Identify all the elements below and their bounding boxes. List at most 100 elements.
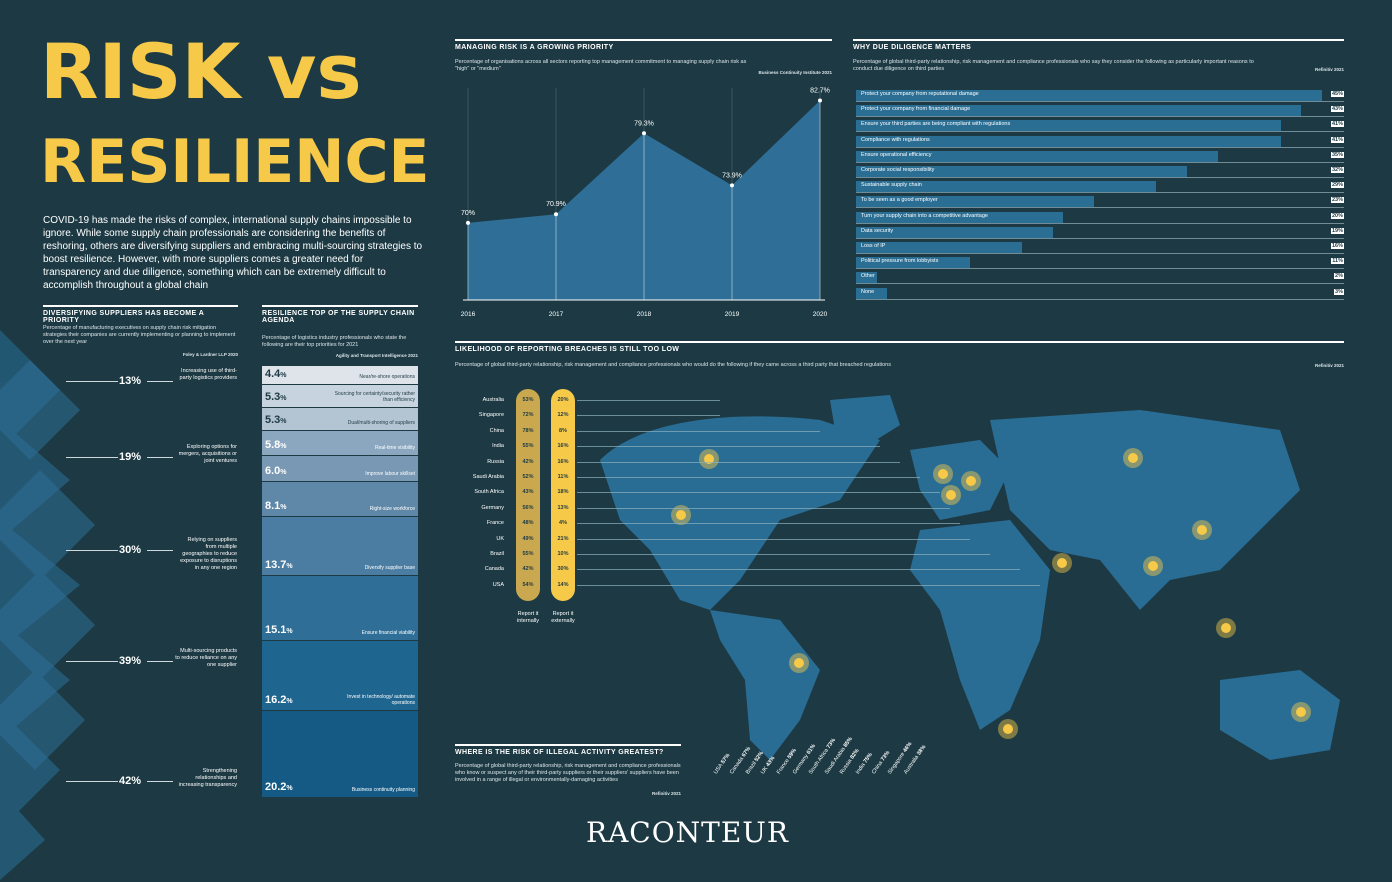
due-value: 20% (1330, 212, 1344, 219)
row-divider (856, 298, 1344, 300)
breach-internal: 55% (522, 443, 534, 450)
breach-external: 20% (557, 397, 569, 403)
row-divider (856, 101, 1344, 102)
managing-source: Business Continuity Institute 2021 (758, 70, 832, 75)
leader-line (577, 400, 720, 401)
resilience-pct: 8.1% (265, 499, 287, 512)
illegal-title: WHERE IS THE RISK OF ILLEGAL ACTIVITY GR… (455, 744, 681, 756)
resilience-label: Real-time visibility (374, 444, 415, 451)
due-row: Corporate social responsibility 32% (856, 165, 1344, 178)
leader-line (577, 446, 880, 448)
internal-pill (516, 389, 540, 601)
resilience-label: Improve labour skillset (365, 470, 415, 477)
row-divider (856, 207, 1344, 209)
resilience-label: Near/re-shore operations (359, 373, 415, 380)
row-divider (856, 268, 1344, 270)
x-tick-label: 2020 (813, 311, 828, 318)
resilience-desc: Percentage of logistics industry profess… (262, 335, 407, 348)
x-tick-label: 2018 (637, 311, 652, 318)
data-point (466, 220, 470, 225)
resilience-pct: 4.4% (265, 367, 287, 380)
due-bar (856, 272, 877, 284)
illegal-source: Refinitiv 2021 (651, 791, 681, 796)
breach-country: Saudi Arabia (472, 474, 504, 480)
leader-line (577, 538, 970, 540)
data-point (818, 98, 822, 103)
intro-text: COVID-19 has made the risks of complex, … (43, 215, 423, 291)
resilience-unit: % (286, 784, 293, 792)
breach-country: Russia (487, 458, 504, 465)
diversifying-label: Strengthening relationships and increasi… (178, 768, 237, 788)
map-marker (1057, 558, 1067, 568)
x-tick-label: 2016 (461, 311, 476, 318)
due-label: To be seen as a good employer (861, 197, 938, 204)
resilience-pct: 5.3% (265, 390, 287, 403)
diversifying-pct: 19% (119, 451, 142, 463)
row-divider (856, 161, 1344, 163)
due-row: Other 2% (856, 271, 1344, 285)
resilience-block: 15.1% Ensure financial viability (262, 575, 418, 641)
data-label: 70.9% (546, 201, 566, 208)
connector-line (66, 661, 118, 662)
due-bar (856, 105, 1302, 117)
diversifying-label: Multi-sourcing products to reduce relian… (175, 648, 237, 668)
breach-country: India (492, 443, 504, 450)
resilience-block: 4.4% Near/re-shore operations (262, 366, 418, 385)
diversifying-pct: 30% (119, 544, 142, 556)
resilience-unit: % (280, 442, 287, 450)
due-row: Protect your company from reputational d… (856, 89, 1344, 102)
map-marker (1148, 561, 1158, 571)
connector-line (66, 550, 118, 551)
map-marker (938, 469, 948, 479)
due-label: Protect your company from reputational d… (861, 91, 979, 97)
due-source: Refinitiv 2021 (1314, 67, 1344, 72)
row-divider (856, 192, 1344, 194)
resilience-block: 5.3% Sourcing for certainty/security rath… (262, 384, 418, 408)
resilience-title: RESILIENCE TOP OF THE SUPPLY CHAIN AGEND… (262, 305, 418, 324)
x-tick-label: 2017 (549, 311, 564, 318)
breach-internal: 53% (522, 397, 534, 403)
connector-line (147, 381, 173, 382)
due-row: None 3% (856, 287, 1344, 300)
due-value: 43% (1330, 106, 1344, 113)
due-bar (856, 242, 1022, 253)
resilience-unit: % (280, 371, 287, 379)
due-label: None (861, 288, 875, 295)
illegal-desc: Percentage of global third-party relatio… (455, 763, 681, 783)
due-bar (856, 150, 1219, 162)
breach-external: 8% (559, 427, 567, 434)
world-map (600, 395, 1340, 760)
resilience-unit: % (280, 503, 287, 511)
resilience-pct: 13.7% (265, 558, 293, 571)
due-value: 32% (1330, 167, 1344, 173)
connector-line (66, 781, 118, 782)
due-label: Turn your supply chain into a competitiv… (861, 212, 988, 219)
row-divider (856, 146, 1344, 148)
data-point (554, 212, 558, 217)
resilience-label: Right-size workforce (369, 505, 415, 512)
diversifying-pct: 13% (119, 375, 142, 387)
leader-line (577, 523, 960, 525)
due-desc: Percentage of global third-party relatio… (853, 59, 1254, 72)
breach-external: 12% (557, 412, 569, 419)
resilience-label: Diversify supplier base (364, 564, 415, 571)
resilience-source: Agility and Transport Intelligence 2021 (335, 353, 418, 358)
resilience-pct: 16.2% (265, 693, 293, 706)
breach-internal: 55% (522, 551, 534, 557)
due-bar (856, 196, 1095, 208)
resilience-pct: 5.8% (265, 438, 287, 451)
resilience-pct: 20.2% (265, 780, 293, 793)
due-row: Turn your supply chain into a competitiv… (856, 211, 1344, 224)
breach-internal: 48% (522, 520, 534, 527)
resilience-unit: % (286, 562, 293, 570)
connector-line (147, 550, 173, 551)
due-value: 41% (1330, 121, 1344, 128)
diversifying-label: Exploring options for mergers, acquisiti… (178, 444, 237, 464)
leader-line (577, 415, 720, 417)
due-row: Ensure operational efficiency 35% (856, 150, 1344, 163)
internal-label: Report it internally (516, 611, 539, 624)
breach-internal: 49% (522, 535, 534, 542)
row-divider (856, 237, 1344, 239)
row-divider (856, 253, 1344, 254)
data-label: 70% (461, 210, 475, 217)
